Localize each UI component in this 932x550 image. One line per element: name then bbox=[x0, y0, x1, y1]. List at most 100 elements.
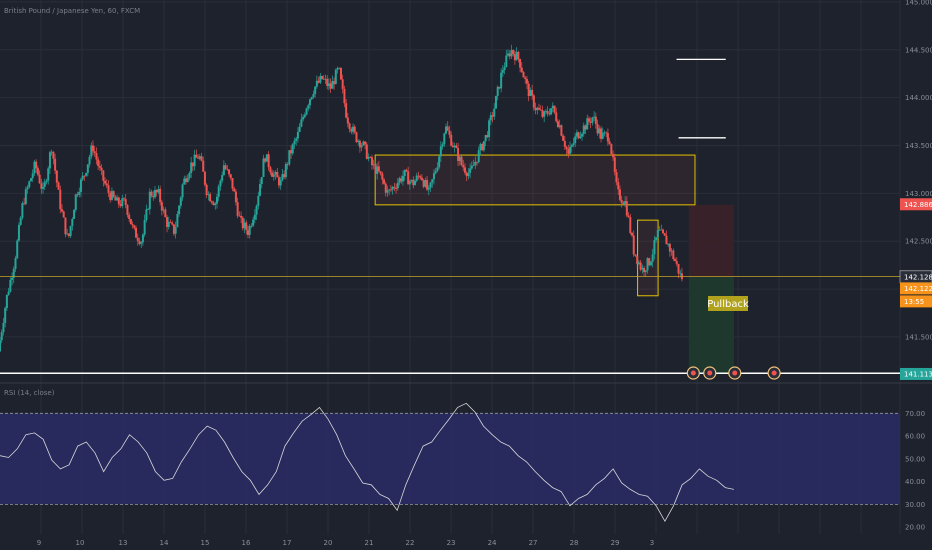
candle-body bbox=[155, 190, 158, 193]
candle-body bbox=[446, 126, 449, 131]
candle-body bbox=[283, 174, 286, 178]
rsi-tick-label-2: 50.00 bbox=[905, 455, 925, 463]
candle-body bbox=[494, 95, 497, 109]
candle-body bbox=[288, 150, 291, 165]
candle-body bbox=[217, 186, 220, 197]
candle-body bbox=[315, 80, 318, 87]
rsi-band bbox=[0, 413, 900, 505]
candle-body bbox=[341, 79, 344, 89]
candle-body bbox=[367, 157, 370, 159]
candle-body bbox=[531, 90, 534, 96]
event-markers[interactable] bbox=[686, 366, 781, 380]
y-tick-label-4: 143.000 bbox=[905, 190, 932, 198]
candle-body bbox=[362, 141, 365, 146]
candle-body bbox=[613, 157, 616, 173]
candle-body bbox=[193, 154, 196, 167]
candle-body bbox=[59, 189, 62, 210]
candle-body bbox=[543, 111, 546, 117]
rsi-tick-label-0: 70.00 bbox=[905, 410, 925, 418]
candle-body bbox=[40, 183, 43, 189]
candle-body bbox=[432, 173, 435, 180]
x-tick-label-15: 3 bbox=[650, 539, 654, 547]
candle-body bbox=[476, 161, 479, 163]
candle-body bbox=[152, 195, 155, 198]
candle-body bbox=[622, 202, 625, 205]
candle-body bbox=[290, 150, 293, 154]
candle-body bbox=[436, 167, 439, 171]
candle-body bbox=[496, 86, 499, 96]
candle-body bbox=[462, 164, 465, 168]
candle-body bbox=[384, 183, 387, 193]
candle-body bbox=[236, 202, 239, 216]
candle-body bbox=[202, 160, 205, 172]
candle-body bbox=[286, 163, 289, 165]
candle-body bbox=[277, 177, 280, 186]
candle-body bbox=[458, 156, 461, 161]
candle-body bbox=[372, 164, 375, 166]
candle-body bbox=[210, 201, 213, 203]
candle-body bbox=[57, 182, 60, 190]
candle-body bbox=[450, 134, 453, 146]
candle-body bbox=[345, 103, 348, 118]
candle-body bbox=[470, 165, 473, 169]
candle-body bbox=[498, 86, 501, 89]
candle-body bbox=[250, 225, 253, 227]
candle-body bbox=[574, 136, 577, 144]
candle-body bbox=[343, 88, 346, 104]
candle-body bbox=[23, 203, 26, 205]
price-tag-2: 142.122 bbox=[904, 285, 932, 293]
candle-body bbox=[424, 180, 427, 187]
candle-body bbox=[520, 67, 523, 73]
candle-body bbox=[660, 229, 663, 231]
candle-body bbox=[55, 170, 58, 183]
candle-body bbox=[284, 163, 287, 178]
axes: 145.000 144.500 144.000 143.500 143.000 142.5… bbox=[37, 0, 932, 547]
candle-body bbox=[93, 151, 96, 153]
price-tag-bg-4 bbox=[900, 367, 932, 380]
candle-body bbox=[7, 291, 10, 295]
candle-body bbox=[153, 190, 156, 198]
candle-body bbox=[98, 165, 101, 168]
candle-body bbox=[553, 105, 556, 113]
candle-body bbox=[598, 128, 601, 134]
candle-body bbox=[563, 140, 566, 147]
candle-body bbox=[281, 174, 284, 181]
zones[interactable] bbox=[374, 154, 696, 297]
candle-body bbox=[489, 115, 492, 121]
candle-body bbox=[593, 116, 596, 118]
candle-body bbox=[562, 135, 565, 141]
candle-body bbox=[575, 132, 578, 137]
candle-body bbox=[174, 227, 177, 234]
candle-body bbox=[339, 67, 342, 80]
candle-body bbox=[269, 167, 272, 173]
candle-body bbox=[388, 189, 391, 191]
candle-body bbox=[358, 140, 361, 148]
x-tick-label-6: 17 bbox=[283, 539, 292, 547]
candle-body bbox=[389, 189, 392, 191]
price-tag-3: 13:55 bbox=[904, 298, 924, 306]
candle-body bbox=[317, 80, 320, 83]
candle-body bbox=[43, 182, 46, 187]
candle-body bbox=[215, 196, 218, 204]
candle-body bbox=[238, 215, 241, 217]
candle-body bbox=[229, 174, 232, 178]
candle-body bbox=[271, 172, 274, 177]
candle-body bbox=[653, 240, 656, 255]
event-marker-dot-2 bbox=[732, 370, 738, 376]
candle-body bbox=[0, 332, 3, 341]
candle-body bbox=[228, 169, 231, 175]
candle-body bbox=[407, 171, 410, 185]
levels[interactable] bbox=[0, 58, 900, 375]
candle-body bbox=[675, 261, 678, 264]
position-tool[interactable] bbox=[688, 204, 734, 374]
candle-body bbox=[24, 189, 27, 204]
candle-body bbox=[396, 182, 399, 189]
candle-body bbox=[532, 95, 535, 108]
candle-body bbox=[507, 53, 510, 56]
candle-body bbox=[479, 143, 482, 151]
candle-body bbox=[112, 191, 115, 197]
candle-body bbox=[110, 191, 113, 200]
candle-body bbox=[463, 167, 466, 173]
candle-body bbox=[160, 202, 163, 211]
candle-body bbox=[16, 240, 19, 259]
